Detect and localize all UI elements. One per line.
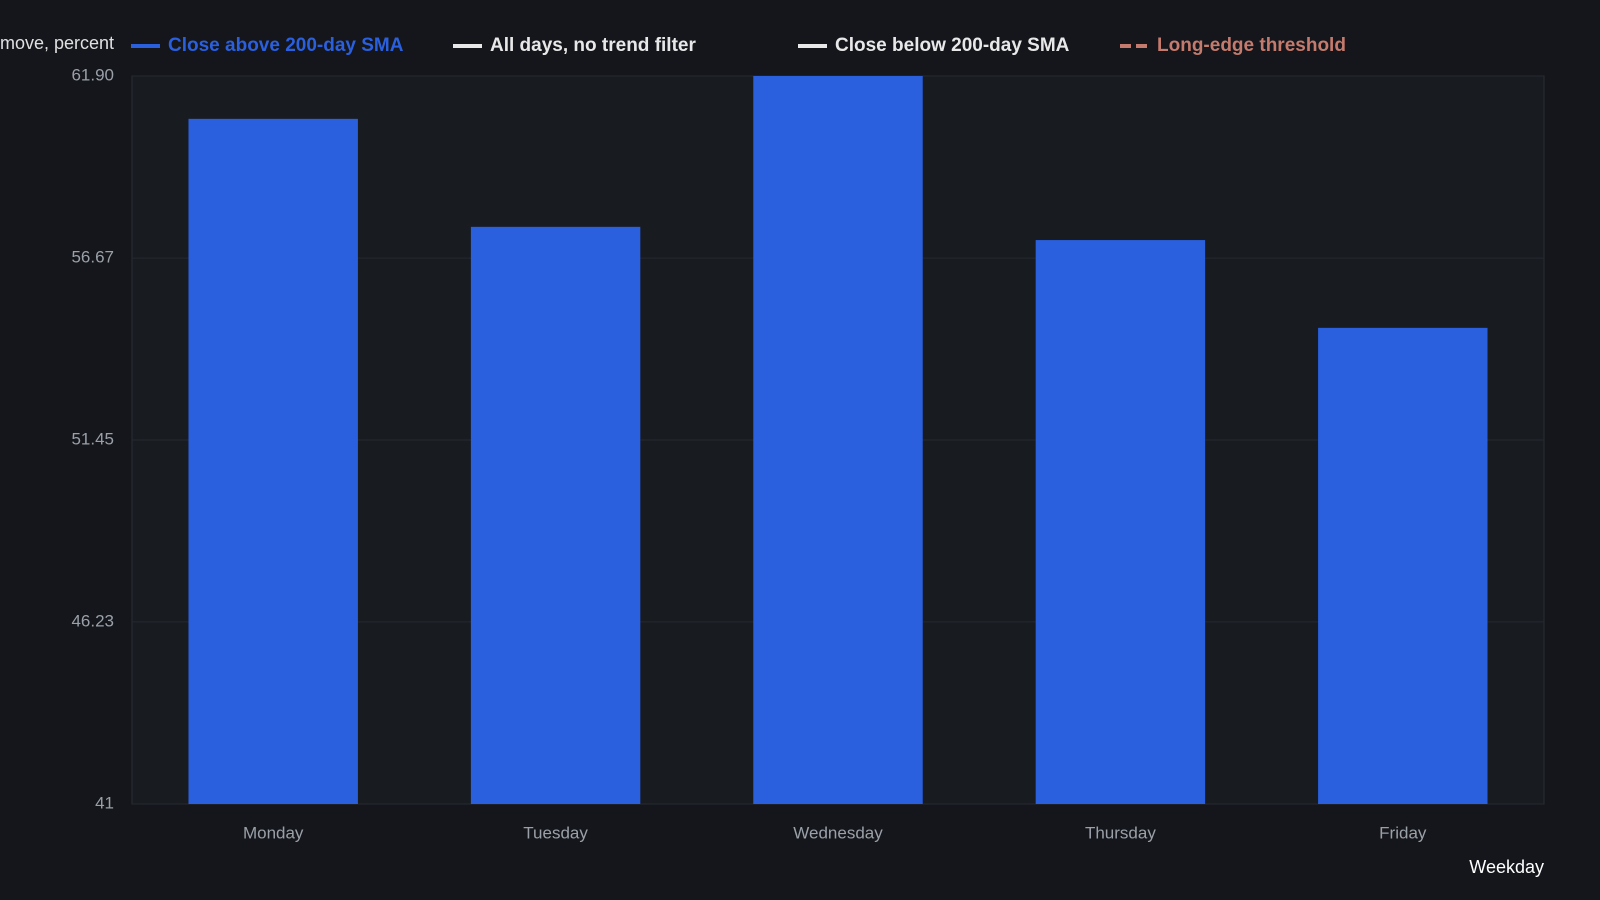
- legend-label: Close below 200-day SMA: [835, 35, 1070, 56]
- x-tick-label: Monday: [243, 823, 304, 842]
- bar: [470, 226, 641, 804]
- x-tick-label: Thursday: [1085, 823, 1156, 842]
- x-tick-label: Tuesday: [523, 823, 588, 842]
- y-tick-label: 51.45: [71, 429, 114, 448]
- y-tick-label: 46.23: [71, 611, 114, 630]
- y-tick-label: 61.90: [71, 65, 114, 84]
- legend-label: Long-edge threshold: [1157, 35, 1346, 56]
- bar: [1318, 327, 1488, 804]
- y-tick-label: 41: [95, 793, 114, 812]
- bar: [1035, 240, 1206, 804]
- y-axis-title: move, percent: [0, 33, 114, 53]
- x-tick-label: Friday: [1379, 823, 1427, 842]
- legend-label: Close above 200-day SMA: [168, 35, 404, 56]
- legend-label: All days, no trend filter: [490, 35, 696, 56]
- bar: [753, 76, 923, 804]
- bar: [188, 118, 358, 805]
- x-axis-title: Weekday: [1469, 857, 1544, 877]
- x-tick-label: Wednesday: [793, 823, 883, 842]
- y-tick-label: 56.67: [71, 248, 114, 267]
